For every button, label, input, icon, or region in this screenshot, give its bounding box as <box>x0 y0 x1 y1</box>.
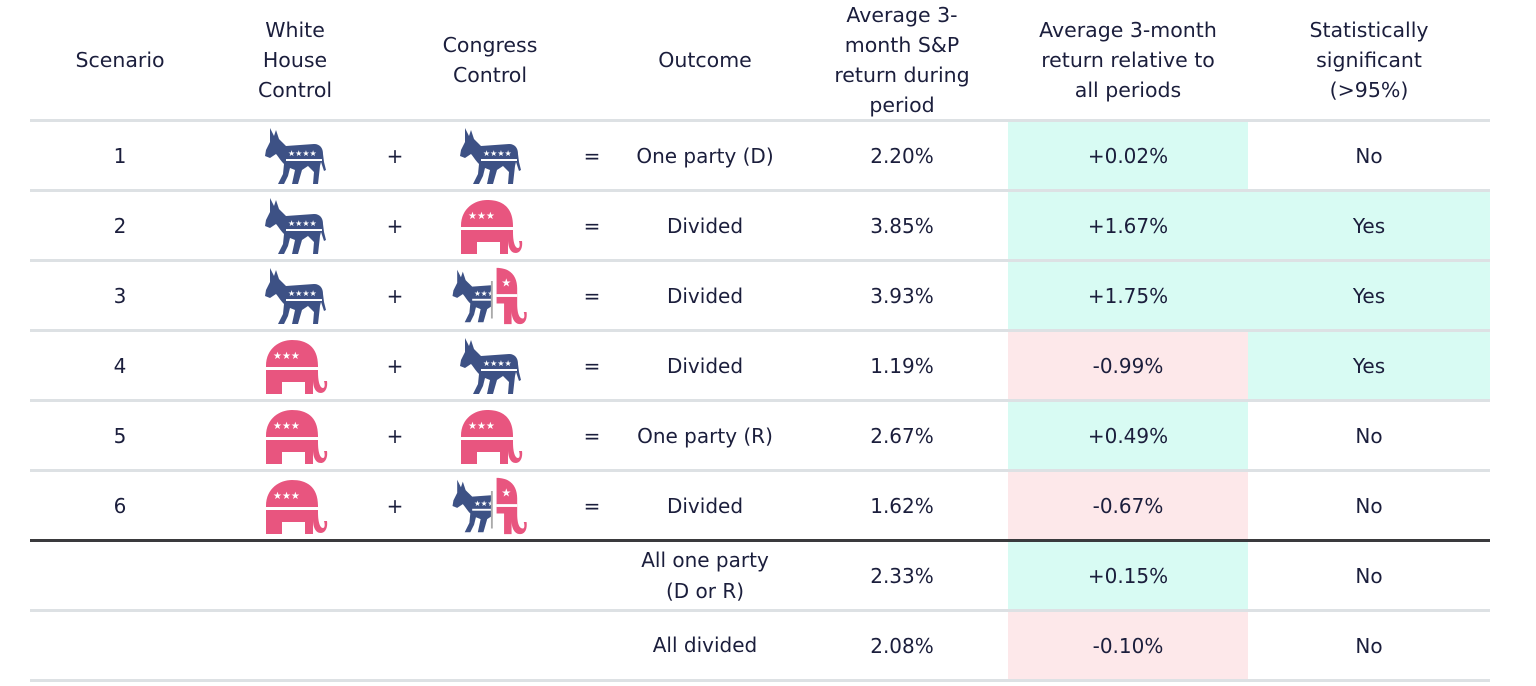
white-house-control <box>210 332 380 402</box>
donkey-icon <box>457 336 523 396</box>
summary-outcome: All one party (D or R) <box>614 542 796 612</box>
relative-return: -0.10% <box>1008 612 1248 682</box>
scenario-number: 6 <box>30 472 210 542</box>
header-white-house: White House Control <box>210 0 380 122</box>
equals-sign: = <box>570 192 614 262</box>
outcome: Divided <box>614 262 796 332</box>
significant: No <box>1248 612 1490 682</box>
header-outcome: Outcome <box>614 0 796 122</box>
avg-return: 1.19% <box>796 332 1008 402</box>
elephant-icon <box>457 196 523 256</box>
summary-row: All one party (D or R) 2.33% +0.15% No <box>30 542 1490 612</box>
significant: No <box>1248 122 1490 192</box>
elephant-icon <box>457 406 523 466</box>
relative-return: +0.49% <box>1008 402 1248 472</box>
donkey-icon <box>262 126 328 186</box>
avg-return: 2.08% <box>796 612 1008 682</box>
significant: No <box>1248 472 1490 542</box>
avg-return: 3.93% <box>796 262 1008 332</box>
significant: Yes <box>1248 192 1490 262</box>
donkey-icon <box>262 266 328 326</box>
relative-return: +0.02% <box>1008 122 1248 192</box>
scenario-number: 2 <box>30 192 210 262</box>
plus-sign: + <box>380 472 410 542</box>
outcome: One party (R) <box>614 402 796 472</box>
election-returns-table: Scenario White House Control Congress Co… <box>30 0 1490 682</box>
equals-sign: = <box>570 332 614 402</box>
white-house-control <box>210 122 380 192</box>
table-row: 4 + = Divided 1.19% -0.99% Yes <box>30 332 1490 402</box>
summary-row: All divided 2.08% -0.10% No <box>30 612 1490 682</box>
split-icon <box>449 476 531 536</box>
elephant-icon <box>262 406 328 466</box>
congress-control <box>410 472 570 542</box>
table-header: Scenario White House Control Congress Co… <box>30 0 1490 122</box>
equals-sign: = <box>570 262 614 332</box>
white-house-control <box>210 192 380 262</box>
scenario-number: 4 <box>30 332 210 402</box>
plus-sign: + <box>380 402 410 472</box>
significant: Yes <box>1248 332 1490 402</box>
elephant-icon <box>262 336 328 396</box>
donkey-icon <box>262 196 328 256</box>
header-significant: Statistically significant (>95%) <box>1248 0 1490 122</box>
outcome: Divided <box>614 472 796 542</box>
table-row: 1 + = One party (D) 2.20% +0.02% No <box>30 122 1490 192</box>
relative-return: -0.99% <box>1008 332 1248 402</box>
equals-sign: = <box>570 122 614 192</box>
relative-return: +1.75% <box>1008 262 1248 332</box>
avg-return: 1.62% <box>796 472 1008 542</box>
avg-return: 3.85% <box>796 192 1008 262</box>
split-icon <box>449 266 531 326</box>
congress-control <box>410 262 570 332</box>
significant: No <box>1248 402 1490 472</box>
congress-control <box>410 122 570 192</box>
scenario-number: 5 <box>30 402 210 472</box>
header-avg-return: Average 3-month S&P return during period <box>796 0 1008 122</box>
outcome: Divided <box>614 332 796 402</box>
plus-sign: + <box>380 262 410 332</box>
outcome: One party (D) <box>614 122 796 192</box>
plus-sign: + <box>380 122 410 192</box>
white-house-control <box>210 262 380 332</box>
significant: No <box>1248 542 1490 612</box>
congress-control <box>410 402 570 472</box>
plus-sign: + <box>380 192 410 262</box>
avg-return: 2.67% <box>796 402 1008 472</box>
summary-outcome: All divided <box>614 612 796 682</box>
header-relative: Average 3-month return relative to all p… <box>1008 0 1248 122</box>
scenario-number: 3 <box>30 262 210 332</box>
table-row: 3 + = Divided 3.93% +1.75% Yes <box>30 262 1490 332</box>
white-house-control <box>210 402 380 472</box>
avg-return: 2.20% <box>796 122 1008 192</box>
table-row: 2 + = Divided 3.85% +1.67% Yes <box>30 192 1490 262</box>
relative-return: +1.67% <box>1008 192 1248 262</box>
header-congress: Congress Control <box>410 0 570 122</box>
outcome: Divided <box>614 192 796 262</box>
avg-return: 2.33% <box>796 542 1008 612</box>
header-scenario: Scenario <box>30 0 210 122</box>
table-row: 5 + = One party (R) 2.67% +0.49% No <box>30 402 1490 472</box>
relative-return: +0.15% <box>1008 542 1248 612</box>
relative-return: -0.67% <box>1008 472 1248 542</box>
significant: Yes <box>1248 262 1490 332</box>
scenario-number: 1 <box>30 122 210 192</box>
donkey-icon <box>457 126 523 186</box>
elephant-icon <box>262 476 328 536</box>
congress-control <box>410 192 570 262</box>
table-row: 6 + = Divided 1.62% -0.67% No <box>30 472 1490 542</box>
equals-sign: = <box>570 402 614 472</box>
equals-sign: = <box>570 472 614 542</box>
white-house-control <box>210 472 380 542</box>
plus-sign: + <box>380 332 410 402</box>
congress-control <box>410 332 570 402</box>
